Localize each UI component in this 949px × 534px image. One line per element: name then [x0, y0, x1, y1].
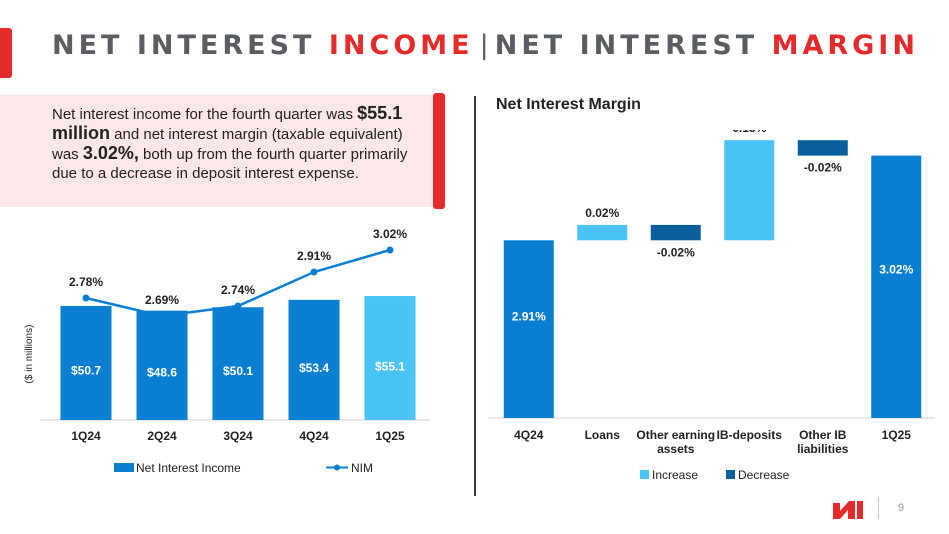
- title-part-2: INCOME: [328, 30, 474, 61]
- legend-swatch-net-interest-income: [114, 463, 134, 472]
- nim-label-1Q25: 3.02%: [373, 227, 407, 241]
- y-axis-label: ($ in millions): [24, 325, 35, 384]
- waterfall-label-other-ib-liabilities: -0.02%: [804, 161, 842, 175]
- waterfall-x-tick-1q25: 1Q25: [882, 428, 912, 442]
- page-title: NET INTEREST INCOME | NET INTEREST MARGIN: [52, 30, 919, 61]
- waterfall-x-tick-other-ib-liabilities-line-1: Other IB: [799, 428, 847, 442]
- callout-text-3: both up from the fourth quarter primaril…: [52, 146, 408, 182]
- legend-label-decrease: Decrease: [738, 468, 790, 482]
- waterfall-x-tick-loans: Loans: [585, 428, 621, 442]
- nim-point-2Q24: [158, 312, 166, 320]
- waterfall-bar-other-earning-assets: [650, 224, 701, 241]
- waterfall-bar-loans: [577, 224, 628, 241]
- accent-tab: [0, 28, 12, 78]
- title-part-4: MARGIN: [771, 30, 919, 61]
- waterfall-x-tick-4q24: 4Q24: [514, 428, 544, 442]
- nim-label-4Q24: 2.91%: [297, 249, 331, 263]
- net-interest-income-chart: $50.7 1Q24 $48.6 2Q24 $50.1 3Q24 $53.4 4Q24 $55.…: [24, 227, 430, 475]
- bar-2Q24: [136, 310, 188, 420]
- bar-label-1Q24: $50.7: [71, 363, 101, 377]
- logo-divider: [878, 497, 879, 519]
- x-tick-2Q24: 2Q24: [147, 429, 177, 443]
- callout-text: Net interest income for the fourth quart…: [52, 104, 430, 183]
- page-number: 9: [898, 502, 905, 514]
- legend-swatch-increase: [640, 470, 649, 479]
- legend-swatch-decrease: [726, 470, 735, 479]
- nim-point-1Q24: [82, 294, 90, 302]
- title-separator: |: [479, 30, 489, 61]
- bar-label-2Q24: $48.6: [147, 365, 177, 379]
- legend-label-nim: NIM: [351, 461, 373, 475]
- nim-point-4Q24: [310, 268, 318, 276]
- bar-4Q24: [288, 299, 340, 420]
- waterfall-label-ib-deposits: 0.13%: [732, 130, 766, 135]
- callout-text-2: and net interest margin (taxable equival…: [52, 126, 403, 163]
- company-logo-icon: [833, 501, 863, 519]
- nim-label-3Q24: 2.74%: [221, 283, 255, 297]
- bar-label-3Q24: $50.1: [223, 364, 253, 378]
- x-tick-1Q24: 1Q24: [71, 429, 101, 443]
- waterfall-x-tick-ib-deposits: IB-deposits: [717, 428, 783, 442]
- waterfall-label-other-earning-assets: -0.02%: [657, 245, 695, 259]
- waterfall-label-loans: 0.02%: [585, 206, 619, 220]
- net-interest-margin-waterfall-chart: 2.91% 4Q24 0.02% Loans -0.02% Other earningas…: [488, 130, 935, 482]
- bar-3Q24: [212, 307, 264, 420]
- x-tick-4Q24: 4Q24: [299, 429, 329, 443]
- x-tick-3Q24: 3Q24: [223, 429, 253, 443]
- waterfall-label-4q24: 2.91%: [512, 309, 546, 323]
- legend-marker-nim: [334, 464, 340, 471]
- nim-label-2Q24: 2.69%: [145, 293, 179, 307]
- title-part-1: NET INTEREST: [52, 30, 316, 61]
- legend-label-net-interest-income: Net Interest Income: [136, 461, 241, 475]
- waterfall-bar-other-ib-liabilities: [797, 140, 848, 156]
- waterfall-x-tick-other-earning-assets-line-2: assets: [657, 442, 695, 456]
- nim-chart-title: Net Interest Margin: [496, 96, 641, 113]
- callout-bold-income: $55.1 million: [52, 103, 403, 143]
- bar-label-4Q24: $53.4: [299, 361, 329, 375]
- waterfall-bar-4q24: [503, 240, 554, 418]
- callout-text-1: Net interest income for the fourth quart…: [52, 106, 358, 123]
- waterfall-label-1q25: 3.02%: [879, 263, 913, 277]
- callout-bold-margin: 3.02%,: [82, 143, 139, 163]
- waterfall-bar-1q25: [871, 155, 922, 418]
- legend-label-increase: Increase: [652, 468, 698, 482]
- vertical-divider: [474, 96, 476, 496]
- waterfall-x-tick-other-earning-assets-line-1: Other earning: [636, 428, 715, 442]
- callout-accent-bar: [433, 93, 445, 209]
- waterfall-x-tick-other-ib-liabilities-line-2: liabilities: [797, 442, 849, 456]
- bar-1Q25: [364, 296, 416, 420]
- title-part-3: NET INTEREST: [494, 30, 759, 61]
- bar-label-1Q25: $55.1: [375, 359, 405, 373]
- bar-1Q24: [60, 305, 112, 420]
- nim-label-1Q24: 2.78%: [69, 275, 103, 289]
- x-tick-1Q25: 1Q25: [375, 429, 405, 443]
- callout-box: [0, 95, 440, 207]
- waterfall-bar-ib-deposits: [724, 140, 775, 241]
- nim-point-1Q25: [386, 246, 394, 254]
- nim-point-3Q24: [234, 302, 242, 310]
